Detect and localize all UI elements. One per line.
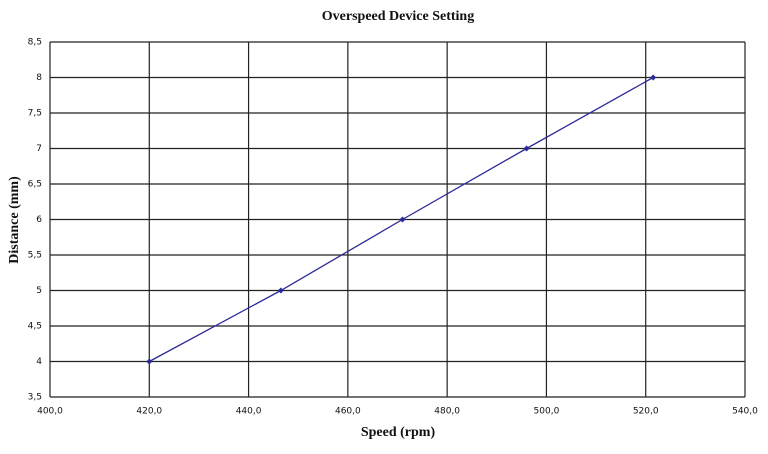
y-tick-label: 6,5 bbox=[28, 180, 42, 190]
x-tick-label: 440,0 bbox=[236, 407, 262, 417]
x-tick-label: 420,0 bbox=[136, 407, 162, 417]
y-tick-label: 4,5 bbox=[28, 322, 42, 332]
x-tick-label: 400,0 bbox=[37, 407, 63, 417]
data-point bbox=[146, 358, 153, 365]
chart-title: Overspeed Device Setting bbox=[322, 9, 474, 24]
y-tick-label: 6 bbox=[36, 215, 42, 225]
y-tick-label: 7,5 bbox=[28, 109, 42, 119]
x-tick-label: 500,0 bbox=[534, 407, 560, 417]
y-tick-label: 4 bbox=[36, 357, 42, 367]
y-tick-label: 8 bbox=[36, 73, 42, 83]
data-point bbox=[399, 216, 406, 223]
x-tick-label: 520,0 bbox=[633, 407, 659, 417]
data-point bbox=[277, 287, 284, 294]
data-point bbox=[523, 145, 530, 152]
x-tick-label: 480,0 bbox=[434, 407, 460, 417]
y-tick-label: 8,5 bbox=[28, 38, 42, 48]
data-point bbox=[650, 74, 657, 81]
x-axis-label: Speed (rpm) bbox=[361, 425, 436, 440]
x-tick-label: 540,0 bbox=[732, 407, 758, 417]
y-tick-label: 3,5 bbox=[28, 393, 42, 403]
y-tick-label: 7 bbox=[36, 144, 42, 154]
y-axis-label: Distance (mm) bbox=[7, 176, 22, 264]
y-tick-label: 5,5 bbox=[28, 251, 42, 261]
y-tick-label: 5 bbox=[36, 286, 42, 296]
x-tick-label: 460,0 bbox=[335, 407, 361, 417]
